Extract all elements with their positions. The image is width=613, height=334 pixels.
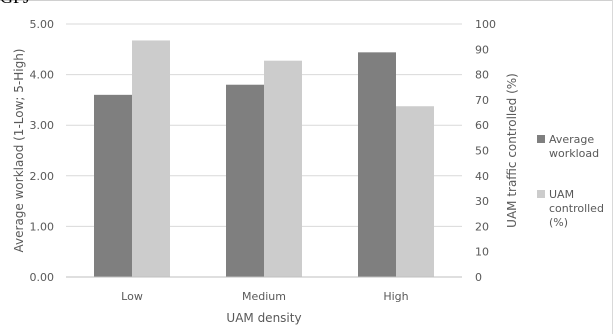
bar-average-workload-low — [94, 94, 132, 277]
y-tick-label: 1.00 — [30, 220, 55, 233]
y2-axis-tick-labels: 0 10 20 30 40 50 60 70 80 90 100 — [475, 18, 496, 284]
x-tick-label: Medium — [242, 290, 286, 303]
legend-label-uam-controlled: controlled — [549, 202, 604, 215]
y2-tick-label: 50 — [475, 145, 489, 158]
y2-tick-label: 20 — [475, 220, 489, 233]
legend-swatch-uam-controlled — [537, 190, 545, 198]
legend-label-average-workload: workload — [549, 147, 599, 160]
legend-label-average-workload: Average — [549, 133, 594, 146]
y2-tick-label: 40 — [475, 170, 489, 183]
bar-uam-controlled-high — [396, 106, 434, 277]
y-tick-label: 5.00 — [30, 18, 55, 31]
x-axis-title: UAM density — [226, 311, 301, 325]
y-tick-label: 2.00 — [30, 170, 55, 183]
y-axis-tick-labels: 0.00 1.00 2.00 3.00 4.00 5.00 — [30, 18, 55, 284]
y2-tick-label: 30 — [475, 195, 489, 208]
y-tick-label: 3.00 — [30, 119, 55, 132]
y2-tick-label: 80 — [475, 69, 489, 82]
legend-label-uam-controlled: (%) — [549, 216, 568, 229]
y-axis-title: Average worklaod (1-Low; 5-High) — [12, 49, 26, 253]
y2-tick-label: 70 — [475, 94, 489, 107]
x-tick-label: High — [383, 290, 408, 303]
chart-border-top — [0, 0, 613, 1]
x-tick-label: Low — [121, 290, 143, 303]
y2-axis-title: UAM traffic controlled (%) — [505, 73, 519, 228]
y-tick-label: 4.00 — [30, 69, 55, 82]
bar-average-workload-high — [358, 52, 396, 277]
y2-tick-label: 10 — [475, 246, 489, 259]
bar-uam-controlled-low — [132, 40, 170, 277]
bar-average-workload-medium — [226, 84, 264, 277]
cropped-page-text: GPJ — [0, 0, 30, 8]
y2-tick-label: 100 — [475, 18, 496, 31]
legend-swatch-average-workload — [537, 135, 545, 143]
bars — [94, 40, 434, 278]
y-tick-label: 0.00 — [30, 271, 55, 284]
bar-uam-controlled-medium — [264, 60, 302, 278]
y2-tick-label: 60 — [475, 119, 489, 132]
x-axis-tick-labels: Low Medium High — [121, 290, 408, 303]
y2-tick-label: 0 — [475, 271, 482, 284]
legend-label-uam-controlled: UAM — [549, 188, 574, 201]
y2-tick-label: 90 — [475, 43, 489, 56]
